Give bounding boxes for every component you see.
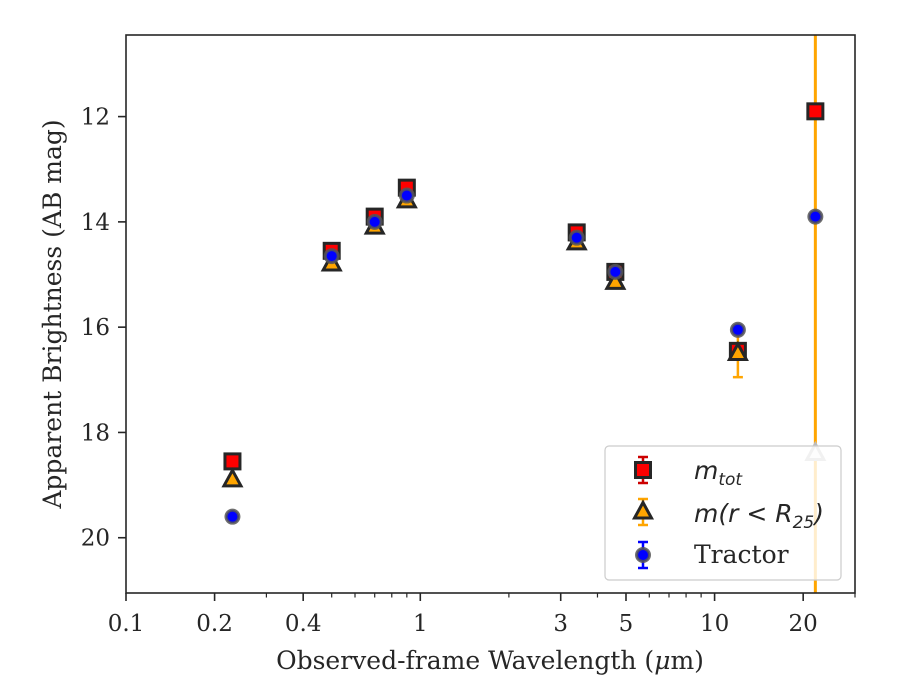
legend-marker-2 — [635, 547, 651, 563]
x-axis-label: Observed-frame Wavelength (μm) — [276, 646, 704, 675]
x-tick-label-0: 0.1 — [108, 611, 145, 637]
x-tick-label-3: 1 — [413, 611, 428, 637]
legend: mtot m(r < R25) Tractor — [604, 445, 842, 581]
legend-label-tractor: Tractor — [694, 540, 789, 569]
y-axis-ticks: 12 14 16 18 20 — [81, 105, 126, 552]
point-circle-2-2 — [366, 213, 383, 230]
point-square-0-7 — [806, 102, 825, 121]
y-tick-label-1: 14 — [81, 210, 110, 236]
point-square-0-0 — [223, 452, 242, 471]
point-circle-2-6 — [729, 321, 746, 338]
y-tick-label-0: 12 — [81, 105, 110, 131]
legend-box — [604, 445, 842, 581]
point-circle-2-3 — [398, 187, 415, 204]
x-tick-label-1: 0.2 — [196, 611, 233, 637]
point-triangle-1-6 — [726, 340, 749, 361]
plot-frame — [125, 34, 856, 594]
legend-marker-1 — [631, 499, 655, 520]
legend-marker-0 — [634, 461, 652, 479]
point-circle-2-1 — [323, 248, 340, 265]
point-triangle-1-5 — [604, 269, 627, 290]
point-circle-2-4 — [568, 229, 585, 246]
x-axis-ticks: 0.1 0.2 0.4 1 3 5 10 20 — [108, 593, 856, 637]
x-tick-label-2: 0.4 — [285, 611, 322, 637]
x-tick-label-4: 3 — [553, 611, 568, 637]
y-tick-label-3: 18 — [81, 420, 110, 446]
y-axis-label: Apparent Brightness (AB mag) — [38, 119, 67, 509]
markers — [221, 102, 827, 525]
y-tick-label-2: 16 — [81, 315, 110, 341]
x-tick-label-7: 20 — [789, 611, 818, 637]
x-tick-label-6: 10 — [700, 611, 729, 637]
legend-label-mr25: m(r < R25) — [694, 499, 824, 533]
point-circle-2-0 — [224, 508, 241, 525]
y-tick-label-4: 20 — [81, 526, 110, 552]
x-tick-label-5: 5 — [619, 611, 634, 637]
point-circle-2-5 — [607, 263, 624, 280]
point-triangle-1-0 — [221, 467, 244, 488]
legend-label-mtot: mtot — [694, 456, 743, 490]
point-circle-2-7 — [807, 208, 824, 225]
